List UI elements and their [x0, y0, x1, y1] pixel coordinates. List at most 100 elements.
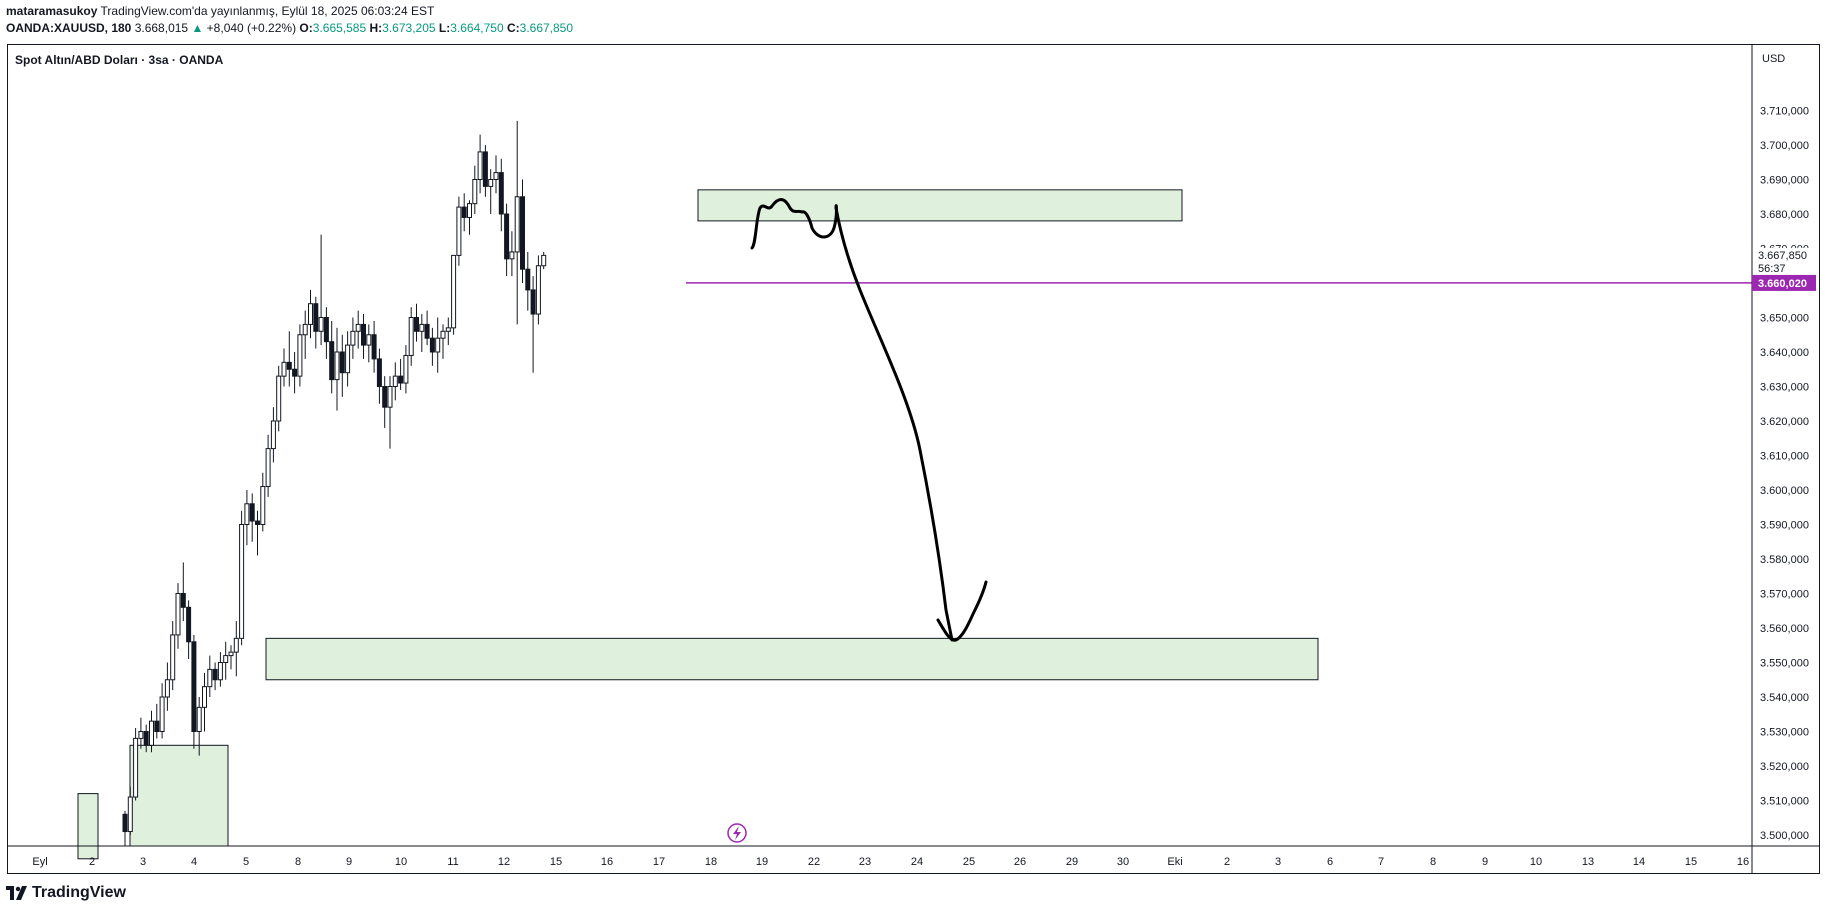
candle: [318, 234, 324, 346]
candle-body: [175, 593, 181, 636]
candle-body: [419, 323, 425, 332]
candle-body: [239, 524, 245, 639]
candle: [498, 158, 504, 232]
candle-body: [451, 254, 457, 329]
candle: [461, 193, 467, 232]
candle: [127, 786, 133, 835]
candle-body: [520, 196, 525, 270]
candle-body: [334, 351, 340, 381]
change-arrow-icon: ▲: [191, 21, 204, 35]
y-tick-label: 3.610,000: [1760, 451, 1809, 463]
high-value: 3.673,205: [382, 21, 436, 35]
candle: [504, 203, 510, 277]
candle: [535, 255, 541, 325]
candle-body: [514, 196, 520, 253]
footer-brand: TradingView: [32, 884, 126, 901]
candle: [382, 376, 388, 428]
supply-zone: [697, 189, 1183, 222]
candle-body: [477, 151, 483, 180]
author-name: mataramasukoy: [6, 4, 98, 18]
candle: [509, 231, 515, 277]
candle: [392, 362, 398, 401]
x-tick-label: 18: [705, 856, 717, 868]
candle: [170, 621, 176, 691]
y-tick-label: 3.530,000: [1760, 727, 1809, 739]
x-tick-label: 15: [550, 856, 562, 868]
x-tick-label: 29: [1066, 856, 1078, 868]
candle-body: [207, 668, 213, 688]
x-tick-label: 17: [653, 856, 665, 868]
candle-body: [297, 334, 303, 377]
candle-body: [186, 606, 192, 643]
low-value: 3.664,750: [450, 21, 504, 35]
publish-info: mataramasukoy TradingView.com'da yayınla…: [6, 4, 434, 18]
candle: [202, 672, 207, 732]
candle: [398, 358, 404, 390]
high-label: H:: [369, 21, 383, 35]
candle: [456, 196, 462, 266]
x-tick-label: 2: [89, 856, 95, 868]
candle-body: [535, 265, 541, 315]
y-tick-label: 3.680,000: [1760, 209, 1809, 221]
chart-frame[interactable]: [7, 44, 1820, 874]
currency-label[interactable]: USD: [1762, 53, 1786, 65]
candle-body: [345, 344, 351, 374]
y-tick-label: 3.620,000: [1760, 416, 1809, 428]
candle: [530, 276, 536, 373]
price-change: +8,040 (+0.22%): [206, 21, 297, 35]
candle: [164, 662, 170, 711]
level-price-tag: [1752, 274, 1816, 291]
candle-body: [398, 375, 404, 384]
candle-body: [530, 289, 536, 315]
candle-body: [217, 662, 223, 681]
x-tick-label: 26: [1014, 856, 1026, 868]
candle: [297, 324, 303, 387]
candle-body: [212, 668, 218, 681]
x-tick-label: 30: [1117, 856, 1129, 868]
candle-body: [376, 358, 382, 387]
candle: [186, 600, 192, 660]
candle-body: [472, 179, 478, 205]
last-price: 3.668,015: [134, 21, 189, 35]
x-tick-label: 10: [395, 856, 407, 868]
candle: [482, 145, 488, 197]
candle-body: [424, 323, 430, 339]
candle: [143, 724, 149, 753]
x-tick-label: 23: [859, 856, 871, 868]
y-tick-label: 3.690,000: [1760, 175, 1809, 187]
x-tick-label: 15: [1685, 856, 1697, 868]
candle: [435, 317, 441, 373]
candle: [467, 200, 472, 235]
x-tick-label: 8: [295, 856, 301, 868]
candle-body: [456, 206, 462, 256]
candle: [403, 345, 409, 394]
y-tick-label: 3.650,000: [1760, 313, 1809, 325]
x-tick-label: 10: [1530, 856, 1542, 868]
candle-body: [265, 448, 271, 488]
candle: [371, 320, 377, 373]
tradingview-footer[interactable]: TradingView: [6, 884, 126, 902]
candle-body: [133, 737, 139, 798]
candle: [154, 703, 160, 739]
x-tick-label: 11: [447, 856, 458, 868]
candle: [270, 407, 276, 463]
candle-body: [445, 327, 451, 332]
candle-body: [461, 206, 467, 218]
candle-body: [143, 731, 149, 746]
x-tick-label: 16: [601, 856, 613, 868]
candle-body: [504, 213, 510, 260]
x-tick-label: 8: [1430, 856, 1436, 868]
y-tick-label: 3.520,000: [1760, 761, 1809, 773]
candle: [265, 434, 271, 497]
projection-arrow: [750, 198, 954, 642]
candle-body: [164, 679, 170, 698]
candle: [488, 169, 494, 214]
candle-body: [286, 361, 292, 370]
y-tick-label: 3.600,000: [1760, 485, 1809, 497]
candle-body: [387, 386, 393, 408]
candle: [122, 810, 128, 846]
candle: [424, 310, 430, 346]
candle-body: [366, 334, 372, 346]
candle-body: [440, 330, 446, 339]
